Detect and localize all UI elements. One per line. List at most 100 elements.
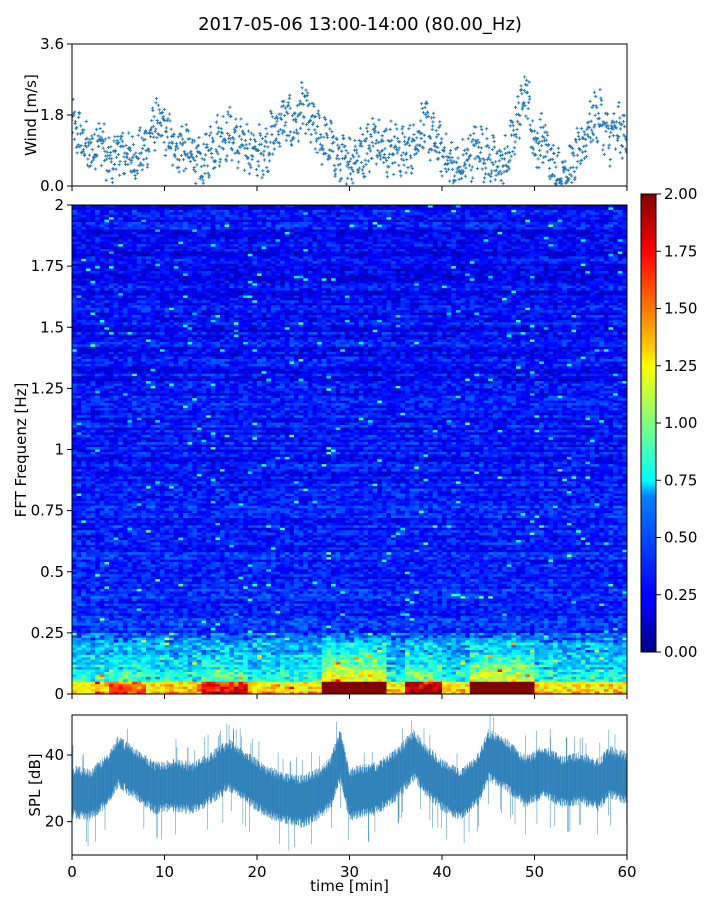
heatmap-cell	[562, 239, 567, 242]
heatmap-cell	[262, 234, 267, 237]
heatmap-cell	[160, 254, 165, 257]
wind-point	[193, 166, 196, 169]
heatmap-cell	[350, 229, 355, 232]
heatmap-cell	[470, 225, 475, 228]
heatmap-cell	[248, 244, 253, 247]
heatmap-cell	[100, 264, 105, 267]
heatmap-cell	[461, 222, 466, 225]
heatmap-cell	[234, 215, 239, 218]
wind-point	[246, 147, 249, 150]
heatmap-cell	[197, 237, 202, 240]
heatmap-cell	[461, 276, 466, 279]
heatmap-cell	[72, 273, 77, 276]
heatmap-cell	[81, 234, 86, 237]
wind-point	[577, 135, 580, 138]
heatmap-cell	[567, 220, 572, 223]
heatmap-cell	[160, 222, 165, 225]
heatmap-cell	[165, 254, 170, 257]
wind-point	[503, 147, 506, 150]
heatmap-cell	[160, 266, 165, 269]
wind-point	[553, 161, 556, 164]
heatmap-cell	[511, 244, 516, 247]
heatmap-cell	[317, 273, 322, 276]
heatmap-cell	[202, 222, 207, 225]
wind-point	[245, 143, 248, 146]
heatmap-cell	[169, 210, 174, 213]
heatmap-cell	[461, 251, 466, 254]
heatmap-cell	[188, 276, 193, 279]
heatmap-cell	[141, 266, 146, 269]
heatmap-cell	[141, 261, 146, 264]
heatmap-cell	[248, 212, 253, 215]
heatmap-cell	[461, 256, 466, 259]
heatmap-cell	[192, 251, 197, 254]
heatmap-cell	[521, 273, 526, 276]
heatmap-cell	[206, 232, 211, 235]
heatmap-cell	[155, 244, 160, 247]
heatmap-cell	[419, 249, 424, 252]
heatmap-cell	[248, 254, 253, 257]
heatmap-cell	[257, 229, 262, 232]
wind-point	[402, 163, 405, 166]
heatmap-cell	[336, 215, 341, 218]
heatmap-cell	[539, 242, 544, 245]
heatmap-cell	[100, 242, 105, 245]
heatmap-cell	[354, 225, 359, 228]
heatmap-cell	[558, 225, 563, 228]
heatmap-cell	[165, 229, 170, 232]
heatmap-cell	[345, 244, 350, 247]
heatmap-cell	[363, 269, 368, 272]
heatmap-cell	[77, 269, 82, 272]
heatmap-cell	[243, 225, 248, 228]
heatmap-cell	[225, 266, 230, 269]
heatmap-cell	[382, 249, 387, 252]
heatmap-cell	[548, 234, 553, 237]
heatmap-cell	[289, 269, 294, 272]
heatmap-cell	[414, 207, 419, 210]
heatmap-cell	[585, 266, 590, 269]
heatmap-cell	[262, 261, 267, 264]
heatmap-cell	[377, 244, 382, 247]
wind-point	[581, 151, 584, 154]
heatmap-cell	[340, 234, 345, 237]
heatmap-cell	[465, 259, 470, 262]
heatmap-cell	[359, 261, 364, 264]
heatmap-cell	[197, 215, 202, 218]
heatmap-cell	[595, 229, 600, 232]
heatmap-cell	[424, 229, 429, 232]
heatmap-cell	[396, 256, 401, 259]
heatmap-cell	[128, 266, 133, 269]
heatmap-cell	[155, 249, 160, 252]
heatmap-cell	[474, 264, 479, 267]
heatmap-cell	[109, 207, 114, 210]
heatmap-cell	[507, 247, 512, 250]
heatmap-cell	[488, 259, 493, 262]
heatmap-cell	[178, 239, 183, 242]
heatmap-cell	[243, 215, 248, 218]
heatmap-cell	[137, 249, 142, 252]
heatmap-cell	[442, 215, 447, 218]
heatmap-cell	[308, 254, 313, 257]
wind-point	[583, 157, 586, 160]
heatmap-cell	[86, 264, 91, 267]
wind-point	[474, 126, 477, 129]
heatmap-cell	[567, 210, 572, 213]
heatmap-cell	[525, 207, 530, 210]
heatmap-cell	[502, 244, 507, 247]
heatmap-cell	[572, 207, 577, 210]
wind-point	[328, 127, 331, 130]
heatmap-cell	[456, 229, 461, 232]
heatmap-cell	[498, 237, 503, 240]
heatmap-cell	[243, 210, 248, 213]
heatmap-cell	[331, 251, 336, 254]
heatmap-cell	[257, 217, 262, 220]
heatmap-cell	[382, 210, 387, 213]
heatmap-cell	[350, 212, 355, 215]
heatmap-cell	[141, 239, 146, 242]
wind-point	[201, 178, 204, 181]
heatmap-cell	[132, 225, 137, 228]
heatmap-cell	[359, 249, 364, 252]
heatmap-cell	[539, 229, 544, 232]
heatmap-cell	[211, 244, 216, 247]
heatmap-cell	[521, 210, 526, 213]
